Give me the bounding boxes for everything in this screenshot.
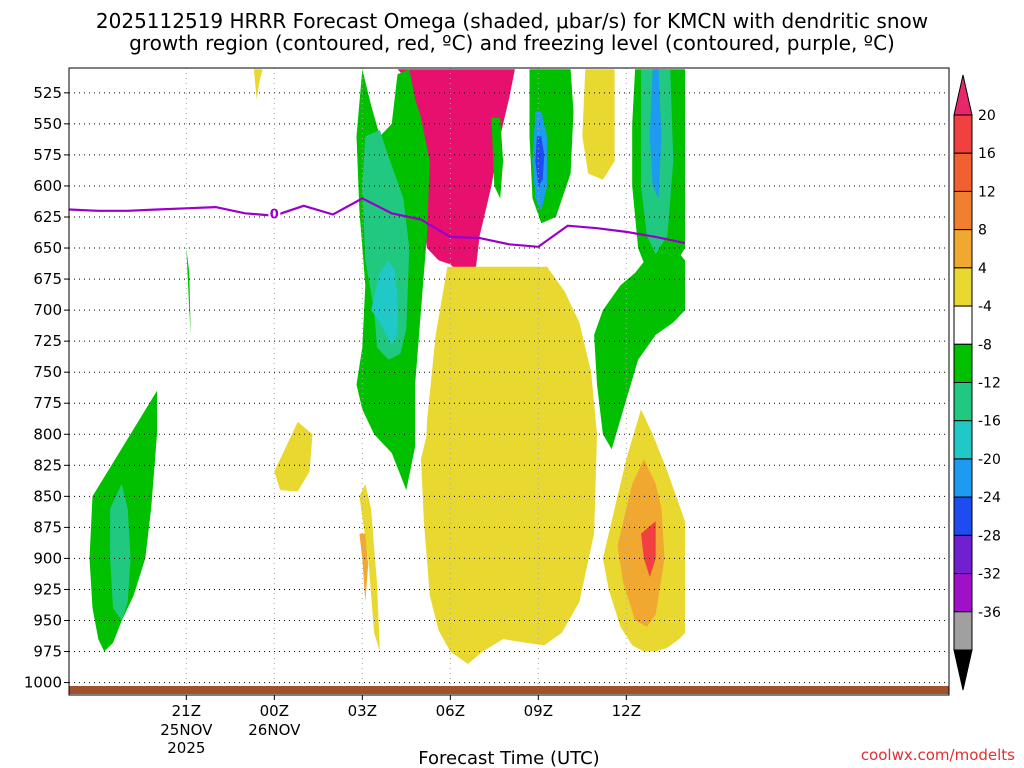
omega-area-yellow-lower-mid bbox=[359, 483, 380, 652]
freezing-level-contour: 0 bbox=[69, 197, 686, 248]
colorbar-box bbox=[953, 534, 973, 575]
y-tick-label: 675 bbox=[33, 270, 62, 288]
colorbar-label: -32 bbox=[978, 567, 1001, 583]
omega-area-green-mid-left bbox=[491, 117, 504, 199]
omega-area-green-right-lower bbox=[594, 235, 685, 450]
colorbar-label: -24 bbox=[978, 490, 1001, 506]
plot-area: 0 bbox=[68, 67, 950, 696]
colorbar-label: -8 bbox=[978, 337, 992, 353]
colorbar-box bbox=[953, 343, 973, 383]
colorbar-box bbox=[953, 190, 973, 231]
y-tick-label: 600 bbox=[33, 177, 62, 195]
omega-area-yellow-lower-mid2 bbox=[421, 434, 430, 522]
credit-text: coolwx.com/modelts bbox=[861, 746, 1015, 764]
y-tick-label: 650 bbox=[33, 239, 62, 257]
colorbar-label: -28 bbox=[978, 528, 1001, 544]
colorbar-label: -36 bbox=[978, 605, 1001, 621]
colorbar-box bbox=[953, 305, 973, 345]
y-tick-label: 750 bbox=[33, 363, 62, 381]
omega-area-green-small-mid bbox=[186, 248, 191, 335]
colorbar-label: -12 bbox=[978, 376, 1001, 392]
colorbar-box bbox=[953, 573, 973, 613]
x-tick-date-label: 26NOV bbox=[248, 721, 301, 739]
omega-area-teal-left-blob bbox=[110, 483, 131, 621]
colorbar-label: 16 bbox=[978, 146, 996, 162]
colorbar-box bbox=[953, 267, 973, 307]
freezing-level-line bbox=[69, 197, 686, 248]
y-tick-label: 925 bbox=[33, 580, 62, 598]
freezing-level-label-bg bbox=[268, 205, 281, 220]
y-tick-label: 700 bbox=[33, 301, 62, 319]
grid-lines bbox=[69, 68, 949, 695]
omega-shaded-areas bbox=[89, 69, 685, 664]
x-tick-label: 12Z bbox=[612, 702, 641, 720]
plot-frame bbox=[68, 67, 950, 696]
y-tick-label: 950 bbox=[33, 612, 62, 630]
y-tick-label: 800 bbox=[33, 425, 62, 443]
colorbar-box bbox=[953, 611, 973, 651]
y-tick-label: 900 bbox=[33, 549, 62, 567]
colorbar-label: 20 bbox=[978, 108, 996, 124]
colorbar-box bbox=[953, 152, 973, 192]
colorbar-label: 8 bbox=[978, 223, 987, 239]
chart-title-line-2: growth region (contoured, red, ºC) and f… bbox=[129, 31, 895, 55]
x-tick-label: 21Z bbox=[172, 702, 201, 720]
x-tick-label: 06Z bbox=[436, 702, 465, 720]
y-tick-label: 875 bbox=[33, 518, 62, 536]
colorbar-box bbox=[953, 420, 973, 460]
y-tick-label: 975 bbox=[33, 643, 62, 661]
x-tick-label: 09Z bbox=[524, 702, 553, 720]
colorbar-box bbox=[953, 496, 973, 536]
y-tick-label: 625 bbox=[33, 208, 62, 226]
colorbar-label: -16 bbox=[978, 414, 1001, 430]
x-tick-date-label: 25NOV bbox=[160, 721, 213, 739]
omega-area-yellow-left-top bbox=[253, 69, 263, 99]
colorbar: 20 16 12 8 4 -4 -8 -12 -16 -20 -24 -28 -32 -36 bbox=[953, 74, 1001, 691]
omega-area-yellow-right-top bbox=[582, 69, 615, 180]
colorbar-box bbox=[953, 229, 973, 269]
colorbar-top-triangle bbox=[953, 74, 973, 116]
x-tick-label: 00Z bbox=[260, 702, 289, 720]
omega-area-cyan-upper-col bbox=[371, 260, 398, 345]
chart-title-line-1: 2025112519 HRRR Forecast Omega (shaded, … bbox=[96, 9, 928, 33]
y-tick-label: 825 bbox=[33, 456, 62, 474]
ground-level-bar bbox=[69, 686, 949, 694]
colorbar-label: 4 bbox=[978, 261, 987, 277]
x-tick-label: 03Z bbox=[348, 702, 377, 720]
omega-area-yellow-mid-blob bbox=[274, 421, 313, 492]
colorbar-label: 12 bbox=[978, 184, 996, 200]
colorbar-box bbox=[953, 458, 973, 498]
y-tick-label: 525 bbox=[33, 84, 62, 102]
y-tick-label: 550 bbox=[33, 115, 62, 133]
y-tick-label: 850 bbox=[33, 487, 62, 505]
colorbar-bottom-triangle bbox=[953, 649, 973, 691]
omega-area-yellow-main bbox=[423, 266, 597, 664]
freezing-level-label: 0 bbox=[270, 207, 279, 222]
y-tick-label: 725 bbox=[33, 332, 62, 350]
omega-area-orange-right-lower bbox=[617, 459, 665, 627]
x-axis-title: Forecast Time (UTC) bbox=[418, 748, 599, 768]
colorbar-box bbox=[953, 114, 973, 154]
colorbar-label: -4 bbox=[978, 299, 992, 315]
y-axis: 525 550 575 600 625 650 675 700 725 750 775 800 825 8… bbox=[24, 84, 69, 692]
x-tick-year-label: 2025 bbox=[167, 739, 205, 757]
y-tick-label: 775 bbox=[33, 394, 62, 412]
omega-area-deep-blue-mid-right bbox=[535, 136, 545, 186]
y-tick-label: 575 bbox=[33, 146, 62, 164]
colorbar-box bbox=[953, 382, 973, 422]
colorbar-label: -20 bbox=[978, 452, 1001, 468]
y-tick-label: 1000 bbox=[24, 674, 62, 692]
omega-area-orange-lower-mid bbox=[359, 533, 369, 602]
omega-area-red-right-lower bbox=[641, 521, 656, 577]
omega-area-blue-right-upper bbox=[649, 69, 662, 199]
